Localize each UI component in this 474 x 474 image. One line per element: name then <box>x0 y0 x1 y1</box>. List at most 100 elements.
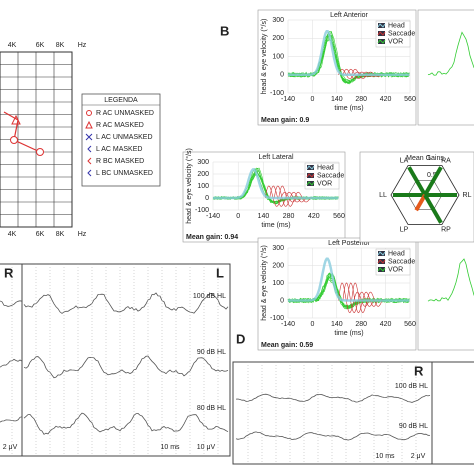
legend-label: VOR <box>317 180 332 187</box>
scale-label: 10 μV <box>197 444 216 451</box>
y-tick-label: 100 <box>272 280 284 287</box>
y-tick-label: 300 <box>272 17 284 24</box>
x-tick-label: 140 <box>331 96 343 103</box>
y-tick-label: 100 <box>197 183 209 190</box>
saccade-trace <box>342 282 375 314</box>
side-label: R <box>4 265 14 280</box>
legend-label: Saccade <box>317 172 344 179</box>
threshold-line <box>3 111 41 153</box>
legend-swatch <box>306 165 315 170</box>
head-trace <box>213 168 339 200</box>
panel-frame <box>417 9 474 126</box>
x-axis-label: time (ms) <box>261 222 290 229</box>
panel-frame <box>417 237 474 351</box>
axis-label: LA <box>400 157 409 164</box>
freq-label: 4K <box>8 231 17 238</box>
x-tick-label: 0 <box>310 321 314 328</box>
legend-symbol <box>87 145 92 153</box>
scale-label: 2 μV <box>411 453 426 460</box>
legend-swatch <box>377 259 386 264</box>
abr-trace <box>23 355 229 379</box>
y-tick-label: 200 <box>197 171 209 178</box>
y-tick-label: 200 <box>272 262 284 269</box>
mean-gain: Mean gain: 0.94 <box>186 234 238 241</box>
scale-label: 2 μV <box>3 444 18 451</box>
head-trace <box>288 257 410 302</box>
legend-swatch <box>377 251 386 256</box>
abr-trace <box>23 292 229 314</box>
abr-trace <box>23 412 229 435</box>
x-tick-label: 420 <box>308 213 320 220</box>
panel-label: D <box>236 331 245 346</box>
legend-label: L AC UNMASKED <box>96 134 153 141</box>
y-tick-label: 300 <box>272 245 284 252</box>
axis-label: LP <box>400 226 409 233</box>
x-axis-label: time (ms) <box>334 330 363 337</box>
legend-symbol <box>87 157 92 165</box>
x-tick-label: 0 <box>310 96 314 103</box>
legend-label: Saccade <box>388 30 415 37</box>
freq-label: Hz <box>78 231 87 238</box>
x-tick-label: 0 <box>236 213 240 220</box>
legend-label: R AC MASKED <box>96 122 144 129</box>
x-tick-label: 420 <box>380 96 392 103</box>
abr-trace <box>0 300 23 307</box>
y-tick-label: 200 <box>272 35 284 42</box>
saccade-trace <box>338 282 371 314</box>
axis-label: RP <box>441 226 451 233</box>
x-tick-label: 560 <box>404 96 416 103</box>
legend-label: L BC UNMASKED <box>96 170 153 177</box>
x-tick-label: 140 <box>331 321 343 328</box>
marker <box>10 136 18 144</box>
x-tick-label: 560 <box>404 321 416 328</box>
legend-swatch <box>377 267 386 272</box>
x-tick-label: 280 <box>355 96 367 103</box>
saccade-trace <box>351 282 384 314</box>
side-label: R <box>414 363 424 378</box>
legend-symbol <box>85 133 93 141</box>
legend-label: Head <box>388 250 405 257</box>
freq-label: 8K <box>56 231 65 238</box>
marker <box>11 114 21 125</box>
legend-swatch <box>377 31 386 36</box>
x-tick-label: 560 <box>333 213 345 220</box>
level-label: 80 dB HL <box>197 405 226 412</box>
y-tick-label: -100 <box>270 90 284 97</box>
x-tick-label: -140 <box>281 96 295 103</box>
gain-bar <box>423 194 443 224</box>
vor-trace <box>287 32 410 83</box>
axis-label: LL <box>379 192 387 199</box>
freq-label: 4K <box>8 42 17 49</box>
x-tick-label: -140 <box>206 213 220 220</box>
legend-label: L AC MASKED <box>96 146 142 153</box>
scale-label: 10 ms <box>160 444 180 451</box>
legend-symbol <box>87 169 92 177</box>
legend-symbol <box>86 110 92 116</box>
axis-label: RA <box>441 157 451 164</box>
saccade-trace <box>347 282 379 314</box>
legend-label: Head <box>388 22 405 29</box>
y-tick-label: 0 <box>205 195 209 202</box>
y-axis-label: head & eye velocity (°/s) <box>260 245 268 321</box>
freq-label: 6K <box>36 42 45 49</box>
marker <box>36 148 44 156</box>
abr-frame <box>232 361 474 465</box>
y-axis-label: head & eye velocity (°/s) <box>185 148 193 224</box>
freq-label: 6K <box>36 231 45 238</box>
x-tick-label: 420 <box>380 321 392 328</box>
vor-trace <box>427 258 474 302</box>
panel-label: B <box>220 23 229 38</box>
legend-label: R AC UNMASKED <box>96 110 154 117</box>
legend-swatch <box>377 39 386 44</box>
legend-label: Head <box>317 164 334 171</box>
gain-bar <box>407 166 427 196</box>
mean-gain: Mean gain: 0.59 <box>261 342 313 349</box>
x-axis-label: time (ms) <box>334 105 363 112</box>
y-tick-label: -100 <box>195 207 209 214</box>
abr-trace <box>0 358 23 368</box>
level-label: 100 dB HL <box>395 383 428 390</box>
side-label: L <box>216 265 224 280</box>
legend-swatch <box>306 173 315 178</box>
y-tick-label: 300 <box>197 159 209 166</box>
